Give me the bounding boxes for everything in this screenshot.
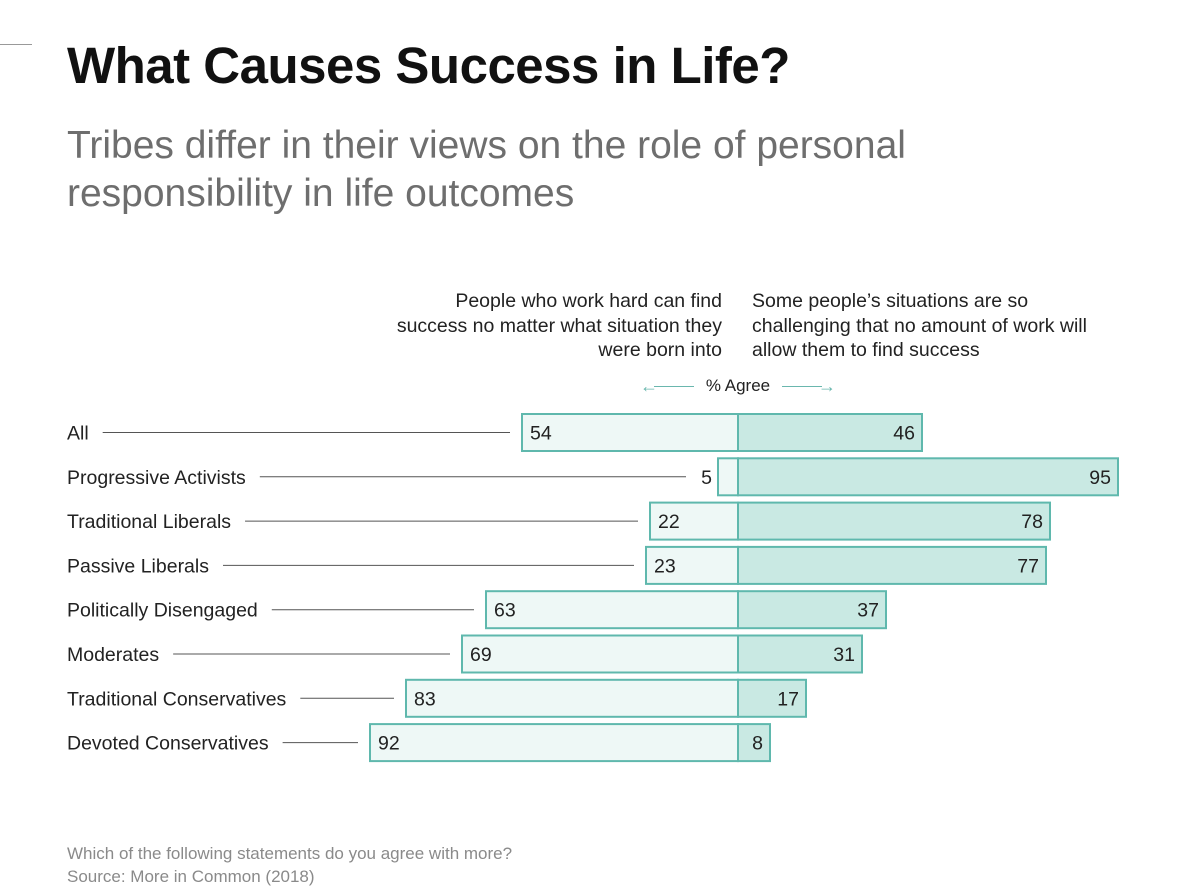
left-arrow-icon: ← bbox=[640, 376, 658, 396]
chart-title: What Causes Success in Life? bbox=[67, 37, 790, 94]
left-bar bbox=[649, 501, 739, 541]
right-arrow-icon: → bbox=[818, 376, 836, 396]
category-label: Traditional Liberals bbox=[67, 511, 231, 533]
left-value-label: 63 bbox=[494, 600, 516, 622]
agree-axis-label: ← % Agree → bbox=[640, 374, 836, 398]
category-label: Progressive Activists bbox=[67, 467, 246, 489]
diverging-bar-chart: All 54 46 Progressive Activists 5 95 Tradition… bbox=[67, 413, 1119, 763]
footnote-question: Which of the following statements do you… bbox=[67, 844, 513, 863]
right-value-label: 31 bbox=[833, 644, 855, 666]
axis-label: % Agree bbox=[705, 376, 771, 395]
right-value-label: 77 bbox=[1017, 555, 1039, 577]
left-value-label: 23 bbox=[654, 555, 676, 577]
left-value-label: 83 bbox=[414, 688, 436, 710]
left-value-label: 54 bbox=[530, 423, 552, 445]
category-label: Traditional Conservatives bbox=[67, 688, 287, 710]
right-value-label: 37 bbox=[857, 600, 879, 622]
right-bar bbox=[737, 457, 1119, 497]
left-statement-header: People who work hard can find success no… bbox=[396, 290, 722, 361]
left-bar bbox=[369, 723, 739, 763]
right-value-label: 8 bbox=[752, 733, 763, 755]
chart-subtitle: Tribes differ in their views on the role… bbox=[67, 124, 906, 215]
right-bar bbox=[737, 501, 1051, 541]
right-value-label: 46 bbox=[893, 423, 915, 445]
left-value-label: 22 bbox=[658, 511, 680, 533]
right-value-label: 78 bbox=[1021, 511, 1043, 533]
right-bar bbox=[737, 413, 923, 452]
category-label: Politically Disengaged bbox=[67, 600, 258, 622]
left-bar bbox=[461, 634, 739, 674]
right-bar bbox=[737, 545, 1047, 585]
right-value-label: 17 bbox=[777, 688, 799, 710]
left-arrow-line bbox=[654, 386, 694, 387]
right-statement-header: Some people’s situations are so challeng… bbox=[752, 290, 1087, 361]
left-value-label: 69 bbox=[470, 644, 492, 666]
right-arrow-line bbox=[782, 386, 822, 387]
left-bar bbox=[717, 457, 739, 497]
left-bar bbox=[485, 590, 739, 630]
right-bar bbox=[737, 723, 771, 763]
left-value-label: 5 bbox=[701, 467, 712, 489]
category-label: Moderates bbox=[67, 644, 159, 666]
left-bar bbox=[645, 545, 739, 585]
left-value-label: 92 bbox=[378, 733, 400, 755]
right-value-label: 95 bbox=[1089, 467, 1111, 489]
corner-rule bbox=[0, 44, 32, 45]
category-label: Devoted Conservatives bbox=[67, 733, 269, 755]
right-bar bbox=[737, 634, 863, 674]
left-bar bbox=[405, 678, 739, 718]
right-bar bbox=[737, 678, 807, 718]
source-note: Source: More in Common (2018) bbox=[67, 867, 315, 886]
right-bar bbox=[737, 590, 887, 630]
category-label: All bbox=[67, 423, 89, 445]
left-bar bbox=[521, 413, 739, 452]
category-label: Passive Liberals bbox=[67, 555, 209, 577]
